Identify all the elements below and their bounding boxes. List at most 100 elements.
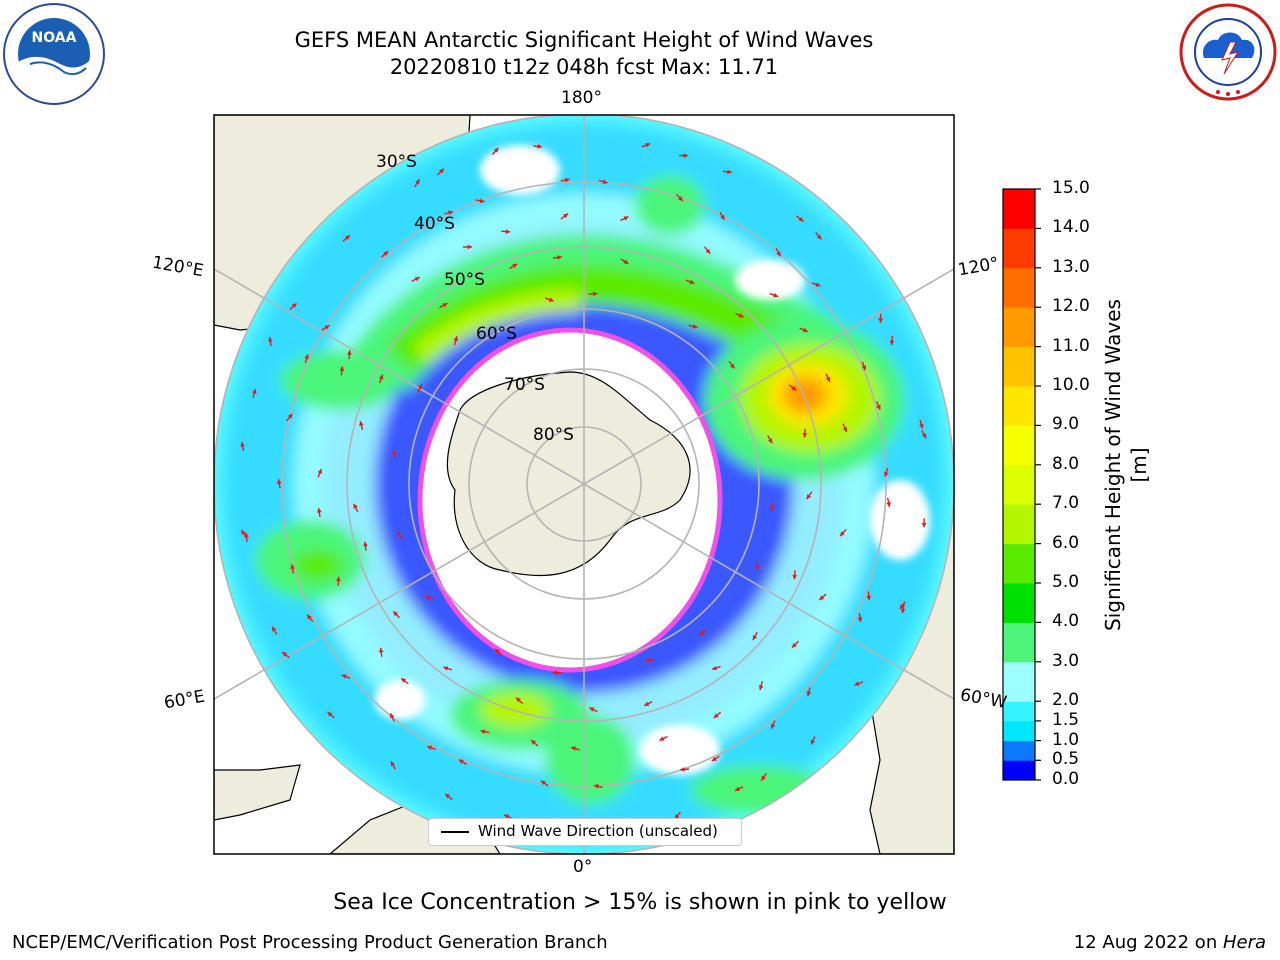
wind-arrow-head xyxy=(443,666,449,671)
noaa-logo-text: NOAA xyxy=(32,30,77,46)
colorbar-tick-label: 2.0 xyxy=(1052,690,1080,711)
wind-arrow-head xyxy=(727,169,732,175)
lon-label-0: 0° xyxy=(573,857,593,877)
colorbar-segment xyxy=(1003,701,1035,722)
wind-arrow-head xyxy=(602,179,608,184)
wind-arrow-head xyxy=(458,759,464,764)
colorbar-tick-label: 10.0 xyxy=(1052,375,1090,395)
colorbar-segment xyxy=(1003,267,1035,308)
colorbar-tick-label: 8.0 xyxy=(1052,453,1080,474)
wind-arrow-head xyxy=(705,248,711,254)
footer-branch: NCEP/EMC/Verification Post Processing Pr… xyxy=(12,932,608,953)
wind-arrow-head xyxy=(363,541,368,547)
wind-arrow-head xyxy=(359,421,364,427)
wind-arrow-head xyxy=(623,259,629,264)
wind-arrow-head xyxy=(415,179,420,185)
footer-date: 12 Aug 2022 on Hera xyxy=(1073,932,1266,953)
wind-arrow-head xyxy=(290,564,295,570)
colorbar-segment xyxy=(1003,307,1035,348)
chart-subtitle: 20220810 t12z 048h fcst Max: 11.71 xyxy=(389,55,779,79)
wind-arrow-head xyxy=(645,142,651,148)
wind-arrow-head xyxy=(390,713,395,719)
wind-arrow-head xyxy=(825,376,831,382)
colorbar-segment xyxy=(1003,504,1035,545)
wind-arrow-head xyxy=(857,617,863,622)
lat-label-40s: 40°S xyxy=(414,214,455,234)
colorbar-segment xyxy=(1003,189,1035,229)
wind-arrow-head xyxy=(287,413,293,419)
colorbar-segment xyxy=(1003,760,1035,781)
map-legend: Wind Wave Direction (unscaled) xyxy=(428,818,742,846)
wind-arrow-head xyxy=(571,746,576,751)
wind-arrow-head xyxy=(921,433,927,439)
wind-arrow-head xyxy=(557,255,562,260)
colorbar-segment xyxy=(1003,622,1035,663)
wind-arrow-head xyxy=(623,216,629,221)
lat-label-30s: 30°S xyxy=(376,152,417,172)
wind-arrow-head xyxy=(861,365,867,371)
wind-arrow-head xyxy=(840,531,845,537)
wind-arrow-head xyxy=(307,614,312,620)
wind-arrow-head xyxy=(505,229,511,234)
colorbar-segment xyxy=(1003,386,1035,426)
chart-title: GEFS MEAN Antarctic Significant Height o… xyxy=(294,28,874,52)
wind-arrow-head xyxy=(453,336,459,342)
lat-label-80s: 80°S xyxy=(533,425,574,445)
wind-arrow-head xyxy=(876,404,881,410)
wind-arrow-head xyxy=(761,775,766,781)
wind-arrow-head xyxy=(445,793,451,799)
wind-arrow-head xyxy=(276,479,282,484)
wind-arrow-head xyxy=(798,216,804,222)
wind-arrow-head xyxy=(886,502,891,507)
wind-arrow-head xyxy=(644,657,650,663)
wind-arrow-head xyxy=(918,423,924,429)
wind-arrow-head xyxy=(267,337,273,342)
colorbar-segment xyxy=(1003,720,1035,742)
colorbar-tick-label: 12.0 xyxy=(1052,296,1090,317)
wind-arrow-head xyxy=(729,363,735,369)
wind-arrow-head xyxy=(900,608,906,614)
wind-arrow-head xyxy=(339,366,345,372)
colorbar-segment xyxy=(1003,464,1035,505)
wind-arrow-head xyxy=(842,426,848,432)
lon-label-180: 180° xyxy=(561,88,602,108)
wind-arrow-head xyxy=(317,468,323,474)
land-africa xyxy=(214,764,301,821)
wind-arrow-head xyxy=(272,626,277,632)
legend-line-icon xyxy=(441,831,469,833)
wind-arrow-head xyxy=(589,707,595,712)
wind-arrow-head xyxy=(769,506,775,512)
wind-arrow-head xyxy=(537,143,543,149)
sea-ice-note: Sea Ice Concentration > 15% is shown in … xyxy=(333,890,947,915)
wind-arrow-head xyxy=(392,449,397,455)
wind-arrow-head xyxy=(516,697,521,703)
colorbar-tick-label: 7.0 xyxy=(1052,493,1080,514)
colorbar-segment xyxy=(1003,425,1035,466)
colorbar-segment xyxy=(1003,543,1035,584)
colorbar-segment xyxy=(1003,740,1035,761)
wind-arrow-head xyxy=(720,214,725,220)
wind-arrow-head xyxy=(659,736,665,741)
wind-arrow-head xyxy=(752,635,758,641)
wind-arrow-head xyxy=(241,530,246,536)
wind-arrow-head xyxy=(776,251,781,257)
wind-arrow-head xyxy=(240,442,246,447)
colorbar-segment xyxy=(1003,346,1035,387)
wind-arrow-head xyxy=(345,235,350,240)
wind-arrow-head xyxy=(683,153,689,158)
wind-arrow-head xyxy=(698,630,704,636)
land-antarctica xyxy=(446,371,691,577)
wind-arrow-head xyxy=(899,603,905,609)
wind-arrow-head xyxy=(291,303,297,309)
wind-arrow-head xyxy=(802,327,808,333)
wind-arrow-head xyxy=(773,292,779,298)
wind-arrow-head xyxy=(878,318,883,323)
wind-arrow-head xyxy=(770,723,776,729)
wind-arrow-head xyxy=(383,251,389,256)
wind-arrow-head xyxy=(866,595,872,601)
noaa-logo: NOAA xyxy=(3,3,105,105)
wind-arrow-head xyxy=(738,313,744,318)
wind-arrow-head xyxy=(467,244,473,250)
wind-arrow-head xyxy=(480,729,486,735)
wind-arrow-head xyxy=(353,503,358,509)
